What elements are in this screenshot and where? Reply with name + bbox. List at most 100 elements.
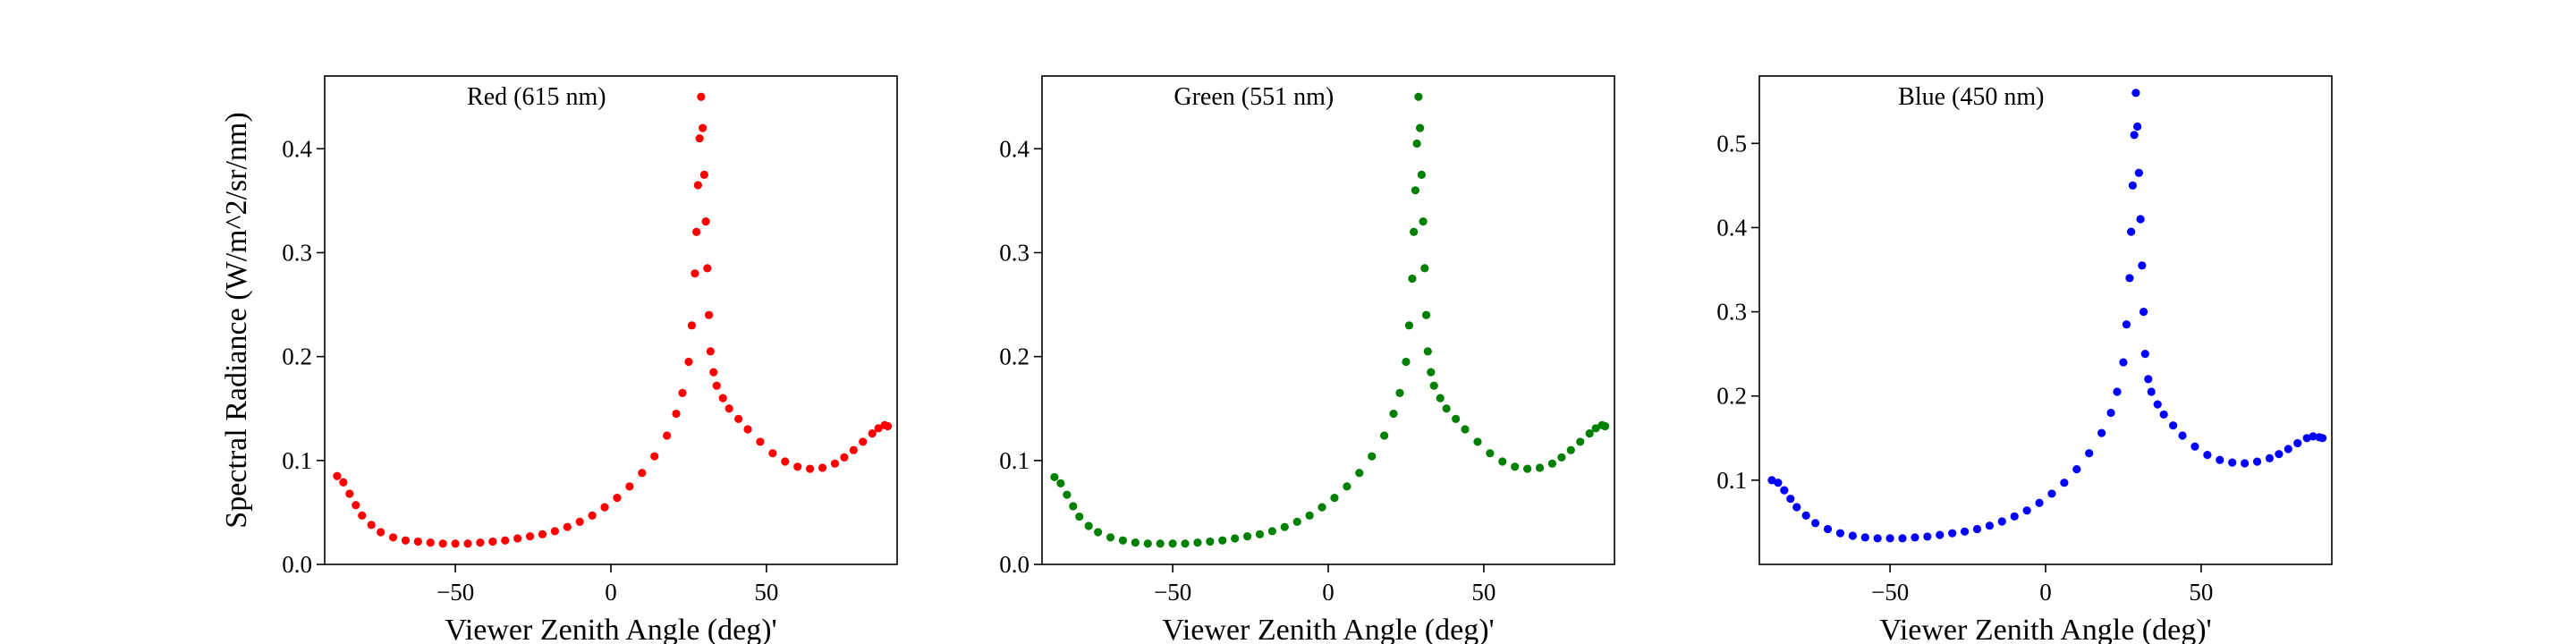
data-point <box>2010 512 2019 521</box>
data-point <box>2119 358 2128 367</box>
data-point <box>2153 400 2162 409</box>
data-point <box>513 534 522 543</box>
data-point <box>1131 538 1140 547</box>
data-point <box>2047 489 2056 498</box>
data-point <box>1600 421 1610 431</box>
data-point <box>684 357 693 367</box>
data-point <box>695 134 704 143</box>
data-point <box>1343 482 1352 491</box>
data-point <box>1231 534 1240 543</box>
data-point <box>1280 522 1289 531</box>
chart-panel-1: −50 0 50 0.0 0.1 0.2 0.3 0.4 Red (615 nm) Viewer … <box>282 75 898 644</box>
data-point <box>756 437 765 446</box>
plot-frame <box>1041 75 1615 565</box>
data-point <box>488 537 497 547</box>
data-point <box>678 388 687 397</box>
data-point <box>1780 486 1789 495</box>
data-point <box>1106 533 1115 542</box>
data-point <box>339 478 348 487</box>
panel-title: Blue (450 nm) <box>1898 83 2044 111</box>
data-point <box>1412 139 1421 148</box>
data-point <box>388 533 398 542</box>
data-point <box>1911 533 1919 542</box>
data-point <box>352 501 360 510</box>
y-tick-label: 0.1 <box>1716 467 1747 494</box>
data-point <box>2106 408 2115 418</box>
data-point <box>883 421 893 431</box>
data-point <box>1566 445 1575 454</box>
data-series-3 <box>1767 89 2327 543</box>
y-tick-label: 0.2 <box>1716 383 1747 410</box>
data-point <box>2131 89 2140 97</box>
data-point <box>613 494 622 503</box>
data-point <box>2113 387 2122 396</box>
data-point <box>2309 432 2318 441</box>
data-point <box>588 511 597 521</box>
data-point <box>2122 320 2131 329</box>
data-point <box>1985 521 1994 530</box>
data-point <box>2072 465 2081 474</box>
data-point <box>538 530 547 538</box>
data-point <box>1267 527 1276 536</box>
data-point <box>1436 394 1445 402</box>
y-tick-label: 0.2 <box>282 343 312 370</box>
x-tick-label: −50 <box>1871 579 1909 606</box>
data-point <box>2035 498 2044 507</box>
data-point <box>1156 539 1165 548</box>
data-point <box>1218 536 1227 545</box>
data-point <box>1181 539 1190 548</box>
data-point <box>1255 530 1265 538</box>
data-point <box>438 539 447 548</box>
y-tick-label: 0.1 <box>282 447 312 474</box>
data-point <box>1389 409 1398 419</box>
x-tick-label: 0 <box>605 579 617 606</box>
data-point <box>1075 512 1084 521</box>
data-point <box>1591 424 1600 433</box>
data-point <box>1414 92 1423 101</box>
panel-title: Green (551 nm) <box>1174 83 1334 111</box>
data-point <box>2097 428 2106 437</box>
x-tick-label: −50 <box>436 579 474 606</box>
data-point <box>1898 534 1907 543</box>
data-point <box>1885 534 1894 543</box>
data-point <box>1063 490 1072 499</box>
data-point <box>1473 437 1482 446</box>
data-point <box>413 537 422 547</box>
x-axis-label: Viewer Zenith Angle (deg)' <box>1879 614 2211 644</box>
data-point <box>1786 494 1795 504</box>
data-point <box>1069 502 1078 511</box>
data-point <box>1143 539 1152 548</box>
data-point <box>663 431 672 440</box>
data-point <box>1860 533 1869 542</box>
data-point <box>1423 347 1432 356</box>
y-tick-label: 0.1 <box>999 447 1030 474</box>
data-point <box>1408 274 1417 284</box>
data-point <box>818 463 827 472</box>
data-series-1 <box>333 92 893 548</box>
data-point <box>1404 321 1414 330</box>
data-point <box>768 449 777 458</box>
data-point <box>2085 449 2094 458</box>
data-point <box>1442 404 1451 413</box>
data-point <box>2159 410 2168 419</box>
data-point <box>1848 531 1857 540</box>
data-point <box>1429 381 1438 390</box>
y-tick-label: 0.4 <box>282 135 312 162</box>
data-point <box>2130 131 2139 140</box>
data-point <box>345 489 354 498</box>
data-point <box>638 469 647 478</box>
data-point <box>501 536 510 545</box>
x-tick-label: 50 <box>1471 579 1496 606</box>
y-tick-label: 0.0 <box>282 551 312 578</box>
data-point <box>476 538 485 547</box>
data-point <box>1411 186 1419 195</box>
x-tick-label: 0 <box>2039 579 2052 606</box>
data-point <box>2127 227 2136 236</box>
data-point <box>1486 449 1495 458</box>
data-point <box>1193 538 1202 547</box>
data-point <box>699 170 708 179</box>
data-point <box>1936 530 1945 539</box>
data-point <box>874 424 883 433</box>
data-point <box>550 527 559 536</box>
